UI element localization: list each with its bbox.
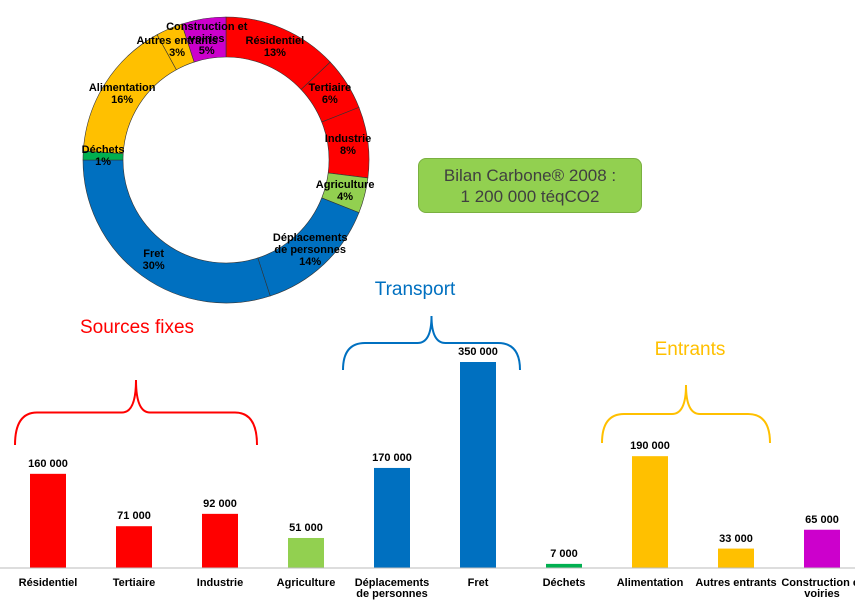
value-label: 7 000 [550,547,578,560]
value-label: 160 000 [28,457,68,470]
slice-category: Déchets [81,144,125,157]
value-label: 190 000 [630,440,670,453]
slice-category: Industrie [324,132,372,145]
slice-value: 14% [299,255,322,268]
value-label: 350 000 [458,346,498,358]
slice-value: 13% [263,47,286,60]
bar [116,526,152,568]
slice-value: 1% [95,156,111,169]
slice-label: Autres entrants 3% [136,35,217,59]
slice-label: Tertiaire 6% [309,82,352,106]
bar [374,467,410,568]
slice-category: Autres entrants [136,35,218,48]
slice-label: Résidentiel 13% [246,35,305,59]
group-label: Sources fixes [79,317,195,338]
value-label: 33 000 [719,532,753,545]
annotation-line: Bilan Carbone® 2008 : [443,165,617,185]
x-tick-label: Résidentiel [18,577,78,589]
bar [804,529,840,568]
slice-value: 5% [198,44,215,57]
x-tick-label: Déchets [542,577,586,589]
bar [718,548,754,568]
slice-category: Tertiaire [308,82,352,95]
slice-category: Fret [143,247,165,260]
bar [30,473,66,568]
slice-label: Agriculture 4% [316,179,375,203]
slice-label: Industrie 8% [325,133,371,157]
slice-category: Agriculture [315,178,375,191]
slice-value: 4% [337,190,354,203]
slice-label: Déplacements de personnes 14% [265,232,355,268]
slice-label: Déchets 1% [82,144,125,168]
annotation-line: 1 200 000 téqCO2 [460,186,600,206]
annotation-box: Bilan Carbone® 2008 : 1 200 000 téqCO2 [418,158,642,213]
group-brace [601,384,771,444]
value-label: 65 000 [805,513,839,526]
slice-label: Fret 30% [143,248,165,272]
x-tick-label: Industrie [196,577,244,589]
bar [288,537,324,568]
group-label: Transport [374,279,456,300]
value-label: 51 000 [289,521,323,534]
group-brace [14,379,258,446]
group-label: Entrants [654,339,726,360]
slice-category: Résidentiel [245,35,305,48]
x-tick-label: Fret [467,577,489,589]
x-tick-label: Autres entrants [695,577,777,589]
bar [202,513,238,568]
x-tick-label: Agriculture [276,577,336,589]
slice-value: 30% [142,259,165,272]
slice-value: 3% [169,47,186,60]
x-tick-label: Construction et voiries [781,577,855,600]
slice-label: Alimentation 16% [89,82,156,106]
slice-value: 16% [111,94,134,107]
value-label: 92 000 [203,497,237,510]
slice-value: 8% [340,144,356,157]
slice-category: Construction et voiries [166,20,248,45]
x-tick-label: Tertiaire [112,577,156,589]
slice-category: Alimentation [88,82,156,95]
donut-slice [82,159,271,304]
bar [460,362,496,568]
x-tick-label: Alimentation [616,577,684,589]
x-tick-label: Déplacements de personnes [354,577,430,600]
group-brace [342,315,521,371]
value-label: 170 000 [372,451,412,464]
donut-slice [181,16,227,63]
slice-category: Déplacements de personnes [272,231,348,256]
bar [546,563,582,568]
slice-value: 6% [321,94,338,107]
value-label: 71 000 [117,510,151,523]
slice-label: Construction et voiries 5% [162,21,252,57]
bar [632,456,668,568]
